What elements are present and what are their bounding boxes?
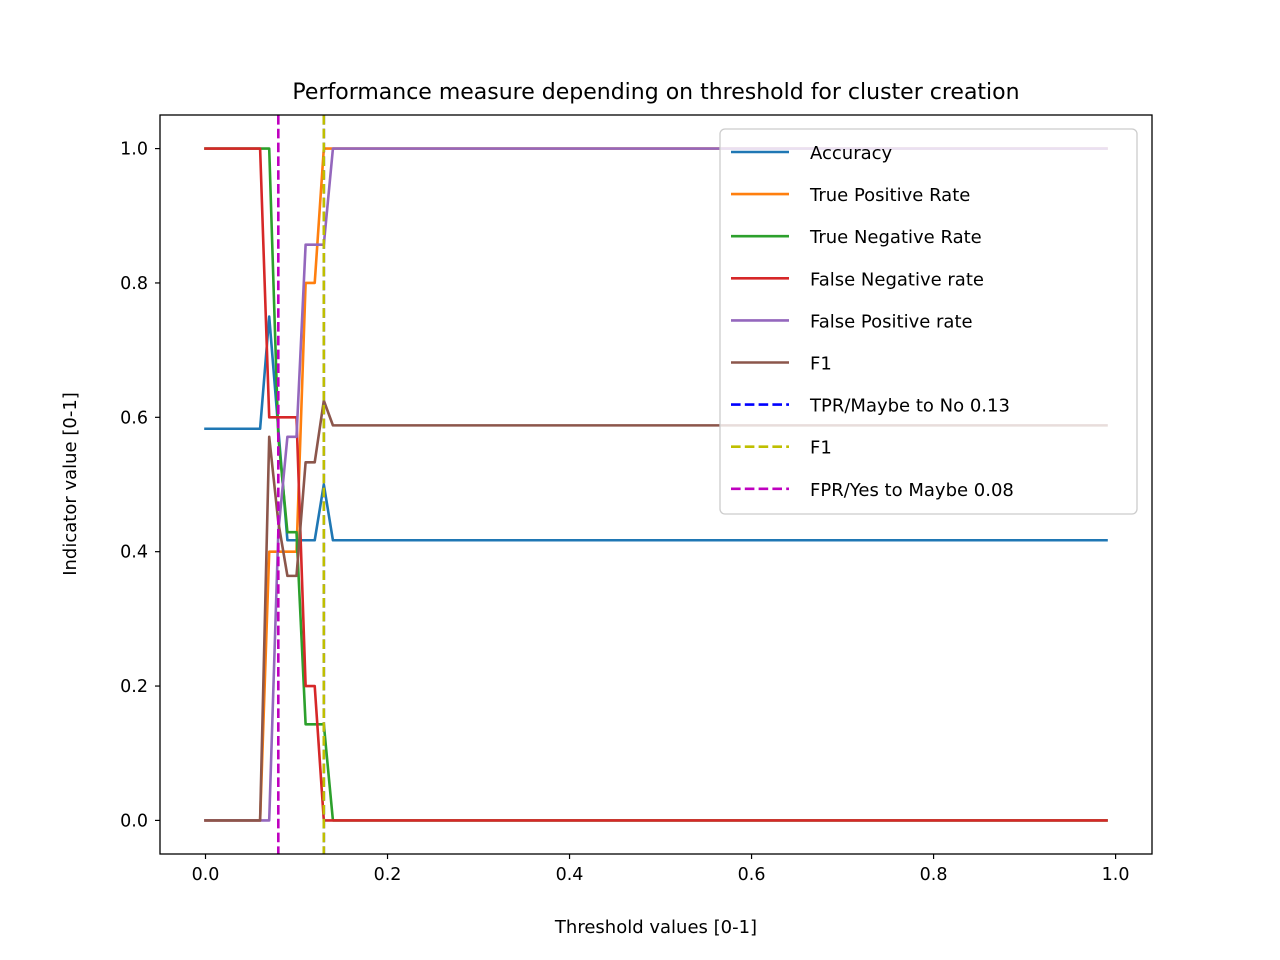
chart-title: Performance measure depending on thresho…	[292, 80, 1019, 105]
x-axis-ticks: 0.0 0.2 0.4 0.6 0.8 1.0	[192, 854, 1130, 885]
legend-label-8: FPR/Yes to Maybe 0.08	[810, 480, 1014, 501]
x-tick-label: 0.6	[738, 865, 766, 885]
series-lines	[204, 147, 1108, 822]
legend-label-2: True Negative Rate	[809, 227, 982, 248]
plot-frame	[159, 114, 1153, 855]
legend-box	[719, 128, 1138, 515]
x-tick-label: 0.8	[920, 865, 948, 885]
legend: Accuracy True Positive Rate True Negative …	[719, 128, 1138, 515]
series-line-4	[204, 147, 1108, 822]
y-tick-label: 0.6	[120, 408, 148, 428]
x-tick-label: 0.4	[556, 865, 584, 885]
y-axis-ticks: 0.0 0.2 0.4 0.6 0.8 1.0	[120, 140, 160, 831]
y-tick-label: 1.0	[120, 140, 148, 160]
legend-label-6: TPR/Maybe to No 0.13	[809, 396, 1010, 417]
x-tick-label: 0.0	[192, 865, 220, 885]
x-tick-label: 1.0	[1102, 865, 1130, 885]
y-tick-label: 0.4	[120, 543, 148, 563]
y-tick-label: 0.0	[120, 811, 148, 831]
legend-label-0: Accuracy	[810, 143, 893, 164]
x-axis-label: Threshold values [0-1]	[554, 917, 757, 938]
y-axis-label: Indicator value [0-1]	[60, 392, 81, 576]
legend-label-7: F1	[810, 438, 832, 459]
legend-label-4: False Positive rate	[810, 311, 973, 332]
vertical-threshold-lines	[277, 115, 326, 854]
series-line-5	[204, 399, 1108, 822]
legend-label-5: F1	[810, 354, 832, 375]
legend-label-1: True Positive Rate	[809, 185, 970, 206]
y-tick-label: 0.8	[120, 274, 148, 294]
legend-label-3: False Negative rate	[810, 269, 984, 290]
y-tick-label: 0.2	[120, 677, 148, 697]
x-tick-label: 0.2	[374, 865, 402, 885]
series-line-2	[204, 147, 1108, 822]
